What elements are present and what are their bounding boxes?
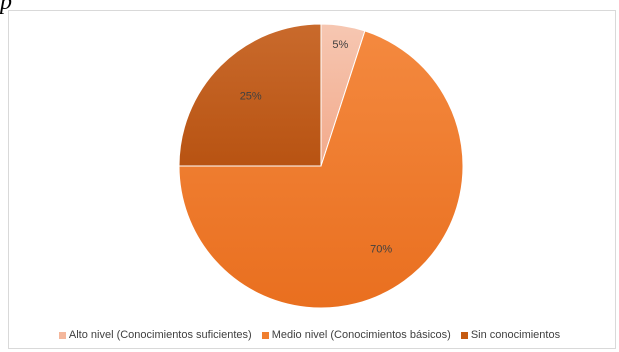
legend-label: Sin conocimientos [470, 329, 561, 341]
data-label-sin-conocimientos: 25% [240, 91, 262, 103]
data-label-medio-nivel: 70% [370, 244, 392, 256]
legend-label: Alto nivel (Conocimientos suficientes) [68, 329, 252, 341]
pie-data-labels: 5% 70% 25% [240, 39, 393, 256]
legend-swatch [58, 331, 66, 339]
legend-item-alto-nivel: Alto nivel (Conocimientos suficientes) [58, 329, 252, 341]
legend-item-sin-conocimientos: Sin conocimientos [460, 329, 561, 341]
chart-legend: Alto nivel (Conocimientos suficientes) Me… [0, 326, 619, 344]
legend-swatch [460, 331, 468, 339]
pie-slice-medio-nivel [178, 30, 464, 309]
legend-item-medio-nivel: Medio nivel (Conocimientos básicos) [261, 329, 451, 341]
data-label-alto-nivel: 5% [332, 39, 348, 51]
pie-slice-sin-conocimientos [178, 23, 322, 167]
pie-slices [178, 23, 464, 309]
legend-swatch [261, 331, 269, 339]
legend-label: Medio nivel (Conocimientos básicos) [271, 329, 451, 341]
